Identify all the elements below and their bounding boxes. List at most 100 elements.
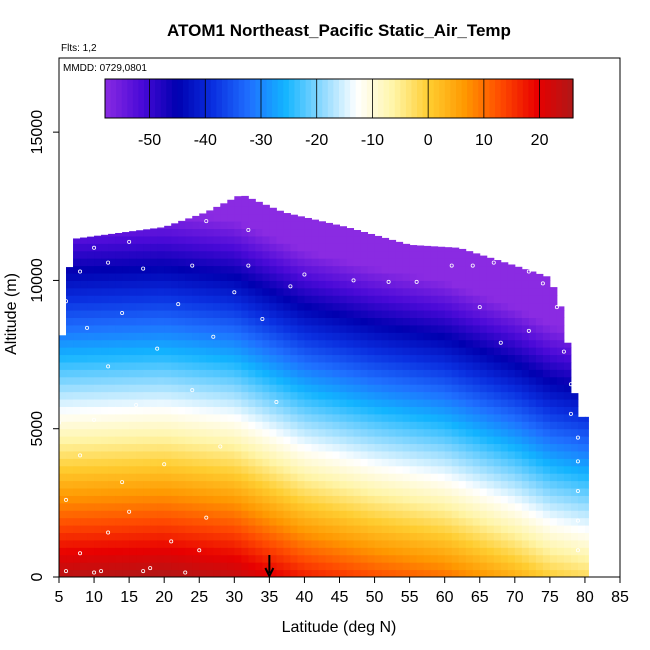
- heatmap-cell: [199, 347, 207, 356]
- heatmap-cell: [465, 547, 474, 556]
- heatmap-cell: [374, 554, 383, 563]
- heatmap-cell: [94, 310, 102, 318]
- heatmap-cell: [423, 539, 432, 548]
- heatmap-cell: [451, 473, 460, 482]
- heatmap-cell: [283, 235, 291, 244]
- heatmap-cell: [73, 406, 81, 415]
- sample-point: [64, 299, 69, 304]
- heatmap-cell: [255, 569, 263, 578]
- heatmap-cell: [486, 413, 495, 422]
- heatmap-cell: [430, 273, 439, 281]
- heatmap-cell: [528, 406, 537, 415]
- heatmap-cell: [465, 339, 474, 348]
- heatmap-cell: [255, 332, 263, 341]
- heatmap-cell: [374, 391, 383, 400]
- heatmap-cell: [486, 562, 495, 571]
- heatmap-cell: [437, 562, 446, 571]
- heatmap-cell: [367, 480, 376, 489]
- heatmap-cell: [122, 450, 130, 459]
- heatmap-cell: [80, 428, 88, 437]
- heatmap-cell: [136, 250, 144, 259]
- heatmap-cell: [304, 458, 312, 467]
- heatmap-cell: [269, 510, 277, 519]
- heatmap-cell: [423, 495, 432, 504]
- heatmap-cell: [507, 354, 516, 363]
- heatmap-cell: [73, 562, 81, 571]
- heatmap-cell: [171, 517, 179, 526]
- heatmap-cell: [192, 458, 200, 467]
- heatmap-cell: [143, 562, 151, 571]
- heatmap-cell: [192, 391, 200, 400]
- heatmap-cell: [220, 324, 228, 333]
- heatmap-cell: [381, 443, 390, 452]
- heatmap-cell: [395, 569, 404, 578]
- heatmap-cell: [227, 250, 235, 259]
- heatmap-cell: [136, 554, 144, 563]
- heatmap-cell: [570, 480, 579, 489]
- heatmap-cell: [297, 517, 305, 526]
- colorbar-segment: [249, 79, 257, 118]
- heatmap-cell: [157, 458, 165, 467]
- heatmap-cell: [486, 495, 495, 504]
- heatmap-cell: [290, 428, 298, 437]
- heatmap-cell: [549, 310, 558, 318]
- colorbar-segment: [177, 79, 184, 118]
- heatmap-cell: [584, 554, 589, 563]
- heatmap-cell: [143, 391, 151, 400]
- heatmap-cell: [367, 502, 376, 511]
- heatmap-cell: [353, 495, 362, 504]
- heatmap-cell: [101, 532, 109, 541]
- heatmap-cell: [577, 473, 586, 482]
- sample-point: [183, 570, 188, 575]
- heatmap-cell: [213, 295, 221, 304]
- heatmap-cell: [171, 361, 179, 370]
- heatmap-cell: [451, 502, 460, 511]
- heatmap-cell: [521, 450, 530, 459]
- heatmap-cell: [479, 255, 488, 259]
- heatmap-cell: [549, 510, 558, 519]
- heatmap-cell: [129, 369, 137, 378]
- heatmap-cell: [381, 324, 390, 333]
- heatmap-cell: [395, 428, 404, 437]
- heatmap-cell: [143, 339, 151, 348]
- heatmap-cell: [409, 510, 418, 519]
- heatmap-cell: [409, 465, 418, 474]
- heatmap-cell: [430, 280, 439, 289]
- heatmap-cell: [458, 399, 467, 407]
- heatmap-cell: [514, 517, 523, 526]
- heatmap-cell: [479, 465, 488, 474]
- heatmap-cell: [402, 354, 411, 363]
- heatmap-cell: [178, 361, 186, 370]
- heatmap-cell: [472, 539, 481, 548]
- heatmap-cell: [472, 332, 481, 341]
- heatmap-cell: [409, 384, 418, 393]
- heatmap-cell: [528, 450, 537, 459]
- heatmap-cell: [66, 391, 74, 400]
- heatmap-cell: [94, 562, 102, 571]
- heatmap-cell: [192, 273, 200, 281]
- heatmap-cell: [395, 250, 404, 259]
- heatmap-cell: [227, 406, 235, 415]
- heatmap-cell: [563, 510, 572, 519]
- heatmap-cell: [514, 480, 523, 489]
- heatmap-cell: [493, 369, 502, 378]
- heatmap-cell: [136, 310, 144, 318]
- heatmap-cell: [101, 369, 109, 378]
- heatmap-cell: [136, 384, 144, 393]
- heatmap-cell: [108, 502, 116, 511]
- heatmap-cell: [73, 317, 81, 326]
- heatmap-cell: [276, 569, 284, 578]
- heatmap-cell: [528, 302, 537, 311]
- heatmap-cell: [402, 369, 411, 378]
- heatmap-cell: [297, 502, 305, 511]
- heatmap-cell: [437, 376, 446, 385]
- heatmap-cell: [206, 369, 214, 378]
- colorbar-segment: [522, 79, 530, 118]
- heatmap-cell: [73, 238, 81, 244]
- heatmap-cell: [115, 361, 123, 370]
- heatmap-cell: [297, 280, 305, 289]
- heatmap-cell: [493, 443, 502, 452]
- heatmap-cell: [325, 532, 333, 541]
- heatmap-cell: [479, 280, 488, 289]
- heatmap-cell: [311, 458, 319, 467]
